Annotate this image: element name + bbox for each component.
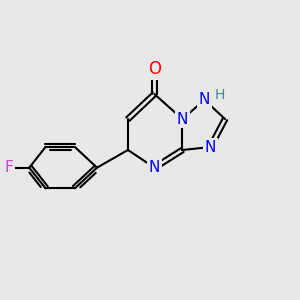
Text: N: N [149,160,160,175]
Text: N: N [177,112,188,127]
Text: N: N [205,140,216,154]
Text: F: F [4,160,13,175]
Text: H: H [214,88,225,102]
Text: O: O [148,60,161,78]
Text: N: N [199,92,210,107]
